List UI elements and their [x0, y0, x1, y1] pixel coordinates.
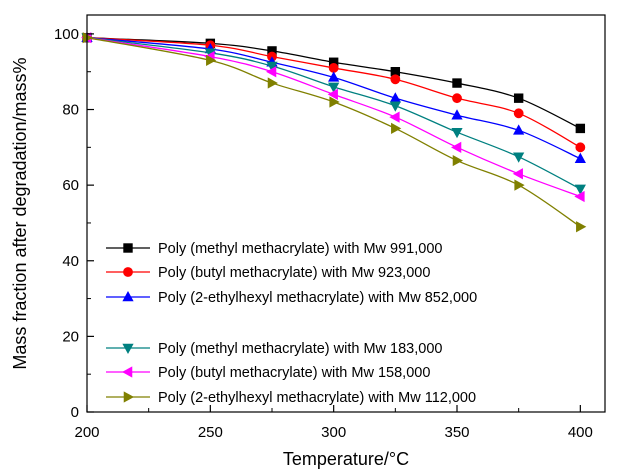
- x-tick-label: 350: [444, 424, 469, 441]
- series-6-point: [206, 54, 217, 66]
- series-5-point: [451, 141, 462, 153]
- legend-marker: [123, 267, 133, 277]
- series-5-point: [266, 66, 277, 78]
- legend: Poly (methyl methacrylate) with Mw 991,0…: [106, 241, 477, 406]
- series-2-point: [452, 93, 462, 104]
- legend-label: Poly (2-ethylhexyl methacrylate) with Mw…: [158, 390, 476, 406]
- series-6-point: [391, 122, 402, 135]
- legend-label: Poly (methyl methacrylate) with Mw 991,0…: [158, 241, 442, 257]
- series-6-point: [576, 221, 587, 233]
- series-6-point: [452, 154, 463, 167]
- x-axis-title: Temperature/°C: [283, 449, 409, 469]
- legend-marker: [123, 391, 134, 403]
- y-tick-label: 60: [62, 177, 79, 194]
- series-6-point: [514, 179, 525, 191]
- plot-area: [81, 31, 587, 233]
- series-4-point: [328, 82, 340, 93]
- series-4-point: [451, 127, 463, 139]
- series-5-point: [327, 88, 338, 101]
- plot-frame: [86, 14, 606, 413]
- legend-entry-1: Poly (methyl methacrylate) with Mw 991,0…: [106, 241, 442, 257]
- y-tick-label: 80: [62, 102, 79, 119]
- y-tick-label: 100: [54, 26, 79, 43]
- series-5-point: [512, 168, 523, 180]
- series-4-point: [266, 61, 278, 73]
- y-axis-title: Mass fraction after degradation/mass%: [10, 57, 30, 369]
- series-2-point: [328, 63, 339, 73]
- series-5-point: [389, 111, 400, 123]
- series-3-point: [574, 152, 586, 163]
- legend-entry-3: Poly (2-ethylhexyl methacrylate) with Mw…: [106, 290, 477, 306]
- series-5-point: [574, 190, 585, 203]
- legend-label: Poly (2-ethylhexyl methacrylate) with Mw…: [158, 290, 477, 306]
- series-4-point: [389, 101, 401, 112]
- series-2-point: [390, 74, 401, 85]
- y-tick-label: 0: [71, 404, 79, 421]
- series-2-point: [575, 142, 586, 153]
- axes: 200 250 300 350 400 0 20 40 60 80 100: [54, 14, 606, 441]
- legend-entry-5: Poly (butyl methacrylate) with Mw 158,00…: [106, 365, 430, 381]
- legend-entry-6: Poly (2-ethylhexyl methacrylate) with Mw…: [106, 390, 476, 406]
- series-6-point: [267, 77, 278, 89]
- x-tick-label: 200: [74, 424, 99, 441]
- series-3-line: [86, 37, 581, 160]
- series-3-point: [451, 109, 463, 120]
- legend-entry-2: Poly (butyl methacrylate) with Mw 923,00…: [106, 265, 430, 281]
- series-4-point: [513, 152, 525, 163]
- x-tick-label: 300: [321, 424, 346, 441]
- series-2: [82, 32, 586, 153]
- series-6-point: [82, 32, 93, 44]
- series-1-point: [513, 93, 524, 103]
- legend-entry-4: Poly (methyl methacrylate) with Mw 183,0…: [106, 341, 442, 357]
- x-tick-label: 250: [198, 424, 223, 441]
- series-3-point: [513, 124, 525, 135]
- legend-label: Poly (butyl methacrylate) with Mw 923,00…: [158, 265, 430, 281]
- series-4-point: [574, 184, 586, 195]
- y-tick-label: 40: [62, 253, 79, 270]
- series-2-point: [513, 108, 524, 119]
- legend-marker: [123, 243, 133, 253]
- x-tick-label: 400: [568, 424, 593, 441]
- legend-label: Poly (butyl methacrylate) with Mw 158,00…: [158, 365, 430, 381]
- legend-marker: [122, 343, 134, 354]
- legend-marker: [122, 366, 133, 378]
- series-3-point: [328, 71, 340, 82]
- series-1-point: [452, 78, 462, 88]
- y-tick-label: 20: [62, 328, 79, 345]
- series-1-point: [575, 123, 586, 134]
- series-6-point: [329, 96, 340, 108]
- series-6: [82, 32, 587, 233]
- legend-label: Poly (methyl methacrylate) with Mw 183,0…: [158, 341, 442, 357]
- legend-marker: [122, 291, 134, 302]
